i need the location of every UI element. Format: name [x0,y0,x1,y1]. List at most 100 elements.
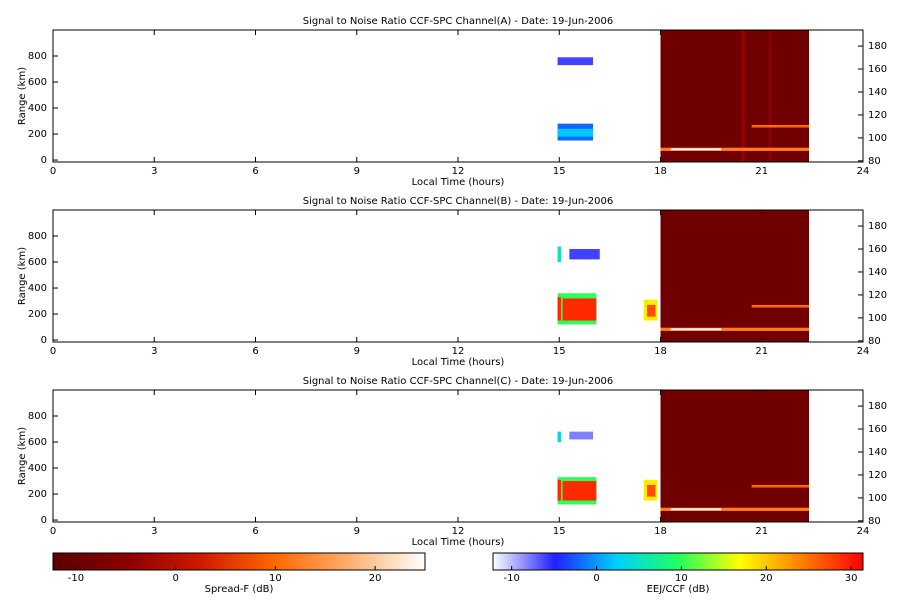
y2-tick-label: 180 [868,401,887,412]
x-tick-label: 6 [252,526,258,537]
patch [670,328,722,331]
x-tick-label: 24 [857,526,870,537]
x-axis-label: Local Time (hours) [412,357,505,368]
x-tick-label: 12 [452,526,465,537]
patch [751,124,809,128]
patch [660,210,809,342]
y2-tick-label: 80 [868,156,881,167]
patch [751,484,809,488]
colorbar-tick-label: -10 [68,573,84,584]
y-tick-label: 600 [28,257,47,268]
chart-title: Signal to Noise Ratio CCF-SPC Channel(B)… [303,196,613,207]
y-axis-label: Range (km) [17,427,28,485]
x-tick-label: 21 [755,166,768,177]
patch [557,128,593,137]
patch [670,148,722,151]
x-tick-label: 18 [654,346,667,357]
y-tick-label: 800 [28,51,47,62]
x-axis-label: Local Time (hours) [412,177,505,188]
patch [569,431,593,440]
x-tick-label: 6 [252,346,258,357]
y2-tick-label: 80 [868,516,881,527]
x-tick-label: 12 [452,166,465,177]
x-tick-label: 24 [857,346,870,357]
patch [751,304,809,308]
y-tick-label: 200 [28,489,47,500]
colorbar-label: Spread-F (dB) [205,584,274,595]
colorbar-tick-label: 20 [760,573,773,584]
patch [660,327,809,331]
y-tick-label: 600 [28,437,47,448]
x-tick-label: 21 [755,346,768,357]
y2-tick-label: 120 [868,470,887,481]
y2-tick-label: 140 [868,87,887,98]
patch [562,481,597,501]
patch [660,147,809,151]
x-tick-label: 0 [50,346,56,357]
heatmap [557,30,809,162]
y2-tick-label: 140 [868,447,887,458]
patch [557,431,561,443]
y-tick-label: 800 [28,231,47,242]
y-tick-label: 400 [28,463,47,474]
y-tick-label: 400 [28,283,47,294]
y2-tick-label: 160 [868,64,887,75]
chart-title: Signal to Noise Ratio CCF-SPC Channel(C)… [303,376,614,387]
y2-tick-label: 80 [868,336,881,347]
colorbar-label: EEJ/CCF (dB) [647,584,710,595]
patch [562,298,597,321]
colorbar [52,552,426,571]
y2-tick-label: 160 [868,244,887,255]
y-tick-label: 200 [28,309,47,320]
y2-tick-label: 180 [868,41,887,52]
y-tick-label: 600 [28,77,47,88]
x-tick-label: 21 [755,526,768,537]
x-tick-label: 24 [857,166,870,177]
x-tick-label: 9 [354,526,360,537]
colorbar-tick-label: 30 [845,573,858,584]
y-tick-label: 0 [41,335,47,346]
y-tick-label: 400 [28,103,47,114]
x-tick-label: 18 [654,166,667,177]
x-tick-label: 12 [452,346,465,357]
y-tick-label: 200 [28,129,47,140]
x-tick-label: 0 [50,526,56,537]
patch [557,57,593,66]
colorbar [492,552,864,571]
patch [741,30,745,162]
x-tick-label: 3 [151,346,157,357]
patch [660,507,809,511]
x-tick-label: 3 [151,526,157,537]
y2-tick-label: 120 [868,290,887,301]
y2-tick-label: 140 [868,267,887,278]
patch [670,508,722,511]
colorbar-tick-label: 0 [172,573,178,584]
x-tick-label: 3 [151,166,157,177]
y2-tick-label: 180 [868,221,887,232]
patch [647,484,656,497]
y2-tick-label: 120 [868,110,887,121]
x-tick-label: 15 [553,526,566,537]
x-tick-label: 9 [354,346,360,357]
patch [557,297,561,321]
patch [557,479,561,501]
patch [768,30,772,162]
y-axis-label: Range (km) [17,67,28,125]
patch [660,390,809,522]
colorbar-tick-label: 0 [593,573,599,584]
y-tick-label: 0 [41,155,47,166]
y-tick-label: 800 [28,411,47,422]
x-tick-label: 15 [553,166,566,177]
x-tick-label: 6 [252,166,258,177]
y-axis-label: Range (km) [17,247,28,305]
colorbar-tick-label: 20 [369,573,382,584]
patch [660,30,809,162]
x-tick-label: 15 [553,346,566,357]
y-tick-label: 0 [41,515,47,526]
x-axis-label: Local Time (hours) [412,537,505,548]
patch [569,249,600,260]
y2-tick-label: 100 [868,313,887,324]
colorbar-tick-label: 10 [269,573,282,584]
chart-title: Signal to Noise Ratio CCF-SPC Channel(A)… [303,16,613,27]
